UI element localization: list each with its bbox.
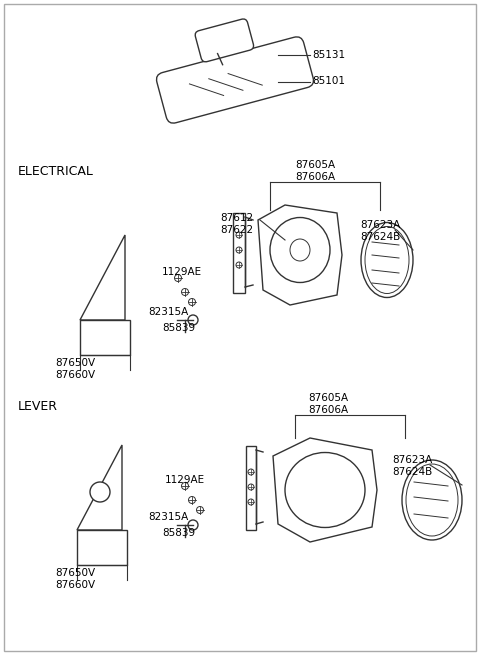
- Polygon shape: [258, 205, 342, 305]
- Bar: [77, 530, 127, 565]
- Text: 82315A: 82315A: [148, 307, 188, 317]
- Text: 1129AE: 1129AE: [165, 475, 205, 485]
- Circle shape: [248, 469, 254, 475]
- Text: 87623A: 87623A: [360, 220, 400, 230]
- Text: 87660V: 87660V: [55, 370, 95, 380]
- Ellipse shape: [270, 217, 330, 282]
- Ellipse shape: [285, 453, 365, 527]
- Circle shape: [175, 274, 181, 282]
- Text: 87660V: 87660V: [55, 580, 95, 590]
- Text: 85131: 85131: [312, 50, 345, 60]
- Circle shape: [181, 483, 189, 489]
- Circle shape: [90, 482, 110, 502]
- Text: 87622: 87622: [220, 225, 253, 235]
- Circle shape: [236, 262, 242, 268]
- Circle shape: [196, 506, 204, 514]
- Text: LEVER: LEVER: [18, 400, 58, 413]
- Circle shape: [189, 299, 195, 305]
- Polygon shape: [273, 438, 377, 542]
- Text: ELECTRICAL: ELECTRICAL: [18, 165, 94, 178]
- Circle shape: [248, 484, 254, 490]
- Circle shape: [181, 288, 189, 295]
- FancyBboxPatch shape: [233, 213, 245, 293]
- Ellipse shape: [365, 227, 409, 293]
- Text: 85839: 85839: [162, 528, 195, 538]
- Text: 87605A: 87605A: [295, 160, 335, 170]
- Ellipse shape: [402, 460, 462, 540]
- Circle shape: [188, 520, 198, 530]
- Text: 87606A: 87606A: [295, 172, 335, 182]
- FancyBboxPatch shape: [156, 37, 313, 123]
- Text: 1129AE: 1129AE: [162, 267, 202, 277]
- Circle shape: [189, 496, 195, 504]
- Polygon shape: [77, 445, 122, 530]
- FancyBboxPatch shape: [246, 446, 256, 530]
- Text: 87612: 87612: [220, 213, 253, 223]
- Text: 87605A: 87605A: [308, 393, 348, 403]
- Text: 87624B: 87624B: [392, 467, 432, 477]
- Ellipse shape: [290, 239, 310, 261]
- Circle shape: [188, 315, 198, 325]
- Polygon shape: [80, 235, 125, 320]
- Circle shape: [248, 499, 254, 505]
- Bar: [80, 320, 130, 355]
- Text: 87650V: 87650V: [55, 358, 95, 368]
- Circle shape: [236, 247, 242, 253]
- Ellipse shape: [406, 464, 458, 536]
- Text: 87650V: 87650V: [55, 568, 95, 578]
- Circle shape: [236, 232, 242, 238]
- Text: 85839: 85839: [162, 323, 195, 333]
- Text: 85101: 85101: [312, 76, 345, 86]
- Ellipse shape: [361, 223, 413, 297]
- Text: 87624B: 87624B: [360, 232, 400, 242]
- FancyBboxPatch shape: [195, 19, 253, 62]
- Text: 87606A: 87606A: [308, 405, 348, 415]
- Text: 82315A: 82315A: [148, 512, 188, 522]
- Text: 87623A: 87623A: [392, 455, 432, 465]
